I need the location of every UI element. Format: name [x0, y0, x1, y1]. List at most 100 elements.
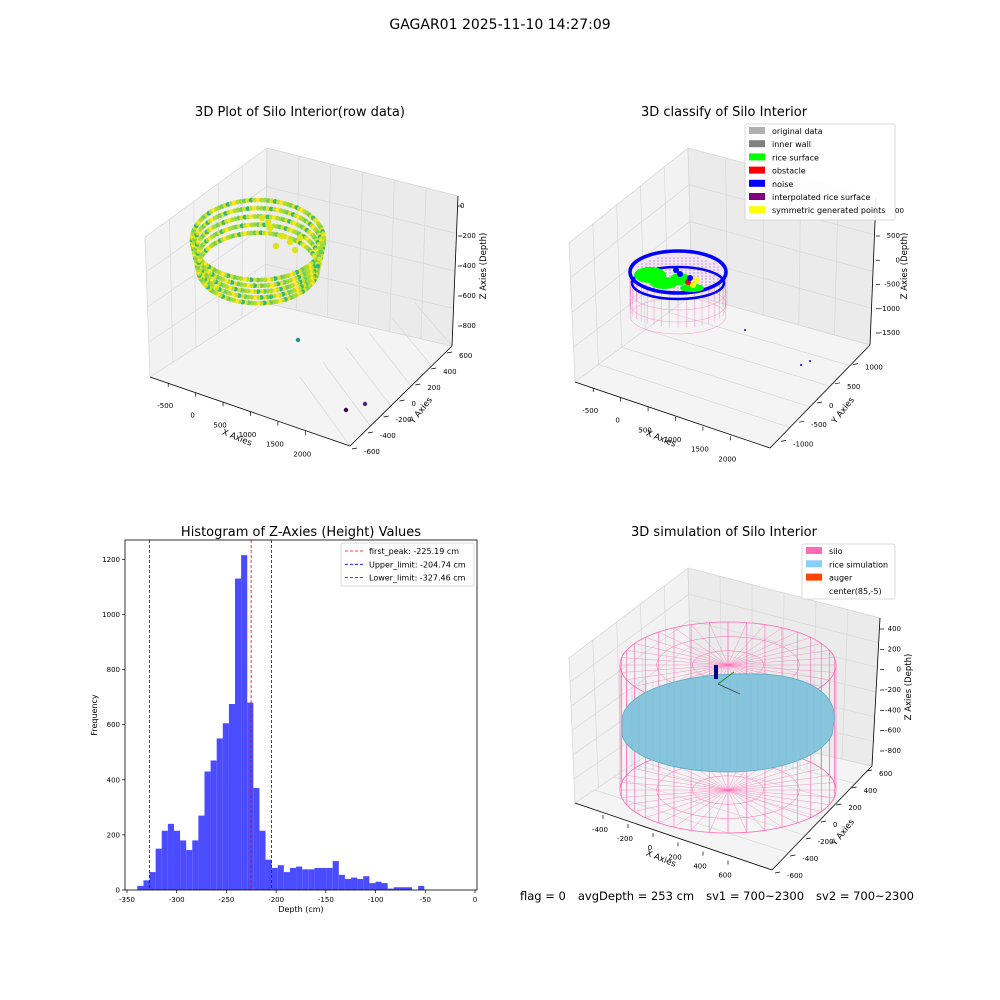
legend-swatch: [806, 573, 822, 581]
y-tick-mark: [446, 351, 453, 354]
interp-point: [717, 275, 719, 277]
grid-line: [570, 620, 690, 707]
y-tick-mark: [780, 440, 787, 442]
silo-wire: [709, 789, 729, 833]
x-tick-label: -200: [617, 835, 633, 843]
interp-point: [689, 269, 691, 271]
scan-point: [258, 214, 266, 222]
class-point: [694, 277, 700, 283]
interp-point: [705, 272, 707, 274]
silo-wire: [690, 789, 729, 831]
y-tick-label: 800: [107, 666, 120, 674]
interp-point: [709, 284, 711, 286]
scan-point: [264, 218, 272, 226]
z-tick-label: 0: [460, 202, 464, 210]
interp-point: [701, 266, 703, 268]
scan-point: [252, 205, 257, 211]
interp-point: [697, 263, 699, 265]
histogram-bar: [308, 869, 315, 890]
legend-label: first_peak: -225.19 cm: [369, 547, 459, 556]
interp-point: [677, 290, 679, 292]
interp-point: [705, 284, 707, 286]
interp-point: [685, 260, 687, 262]
histogram-bar: [369, 883, 376, 890]
interp-point: [681, 257, 683, 259]
histogram-bar: [332, 861, 339, 890]
interp-point: [681, 266, 683, 268]
y-tick-mark: [820, 820, 827, 823]
grid-line: [322, 361, 371, 427]
interp-point: [701, 281, 703, 283]
silo-wire: [626, 664, 729, 680]
x-tick-label: 1500: [691, 446, 709, 454]
x-tick-label: -500: [582, 407, 598, 415]
histogram-bar: [277, 865, 284, 890]
y-tick-mark: [798, 420, 805, 423]
y-tick-mark: [836, 803, 842, 806]
silo-wire: [621, 657, 729, 666]
legend-swatch: [806, 560, 822, 568]
silo-wire: [621, 789, 729, 798]
y-tick-mark: [367, 431, 373, 434]
interp-point: [673, 266, 675, 268]
silo-wire: [727, 657, 835, 666]
interp-point: [709, 272, 711, 274]
y-tick-label: 1000: [865, 364, 883, 372]
interp-point: [697, 275, 699, 277]
grid-line: [689, 619, 878, 668]
interp-point: [669, 269, 671, 271]
silo-wire: [626, 775, 729, 791]
grid-line: [691, 294, 871, 346]
x-tick-label: -500: [157, 402, 173, 410]
z-tick-label: -1500: [880, 329, 900, 337]
interp-point: [693, 263, 695, 265]
legend-swatch: [749, 166, 765, 174]
silo-wire: [727, 631, 798, 666]
x-axis-label: X Axies: [644, 849, 677, 870]
outlier-point: [343, 407, 349, 413]
legend-label: Lower_limit: -327.46 cm: [369, 574, 466, 583]
histogram-bar: [155, 848, 162, 890]
histogram-bar: [405, 887, 413, 890]
z-axis-label: Z Axies (Depth): [900, 233, 910, 300]
y-tick-label: -200: [818, 838, 834, 846]
legend: silo rice simulation auger center(85,-5): [801, 543, 896, 600]
interp-point: [677, 287, 679, 289]
grid-line: [144, 147, 268, 238]
interp-point: [665, 290, 667, 292]
grid-line: [266, 147, 459, 197]
interp-point: [705, 275, 707, 277]
legend-frame: [340, 542, 475, 587]
legend-label: Upper_limit: -204.74 cm: [369, 560, 466, 569]
x-tick-label: 0: [473, 896, 477, 904]
interp-point: [705, 266, 707, 268]
legend-label: rice surface: [772, 153, 819, 162]
outlier-point: [362, 401, 368, 407]
interp-point: [665, 266, 667, 268]
grid-line: [613, 776, 806, 836]
y-tick-mark: [851, 786, 857, 789]
y-tick-label: 400: [107, 776, 120, 784]
z-axis-label: Z Axies (Depth): [479, 233, 489, 300]
scan-point: [248, 197, 254, 203]
axis-line: [769, 344, 871, 449]
silo-wire: [727, 637, 811, 666]
auger-mark: [717, 683, 741, 695]
grid-line: [574, 294, 693, 383]
interp-point: [681, 269, 683, 271]
histogram-bar: [351, 877, 358, 890]
interp-point: [709, 266, 711, 268]
y-tick-label: 400: [443, 368, 456, 376]
interp-point: [713, 269, 715, 271]
legend-label: noise: [772, 180, 793, 189]
silo-wire: [621, 664, 729, 673]
scan-point: [259, 283, 264, 289]
histogram-bar: [222, 723, 229, 890]
scan-point: [278, 232, 286, 240]
interp-point: [649, 263, 651, 265]
interp-point: [689, 260, 691, 262]
interp-point: [673, 272, 675, 274]
grid-line: [594, 789, 789, 853]
interp-point: [709, 263, 711, 265]
interp-point: [653, 287, 655, 289]
